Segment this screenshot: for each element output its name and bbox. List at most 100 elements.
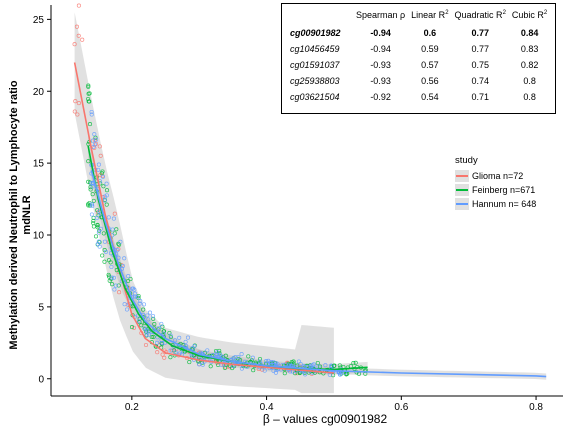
data-point xyxy=(257,356,263,362)
data-point xyxy=(112,211,117,216)
data-point xyxy=(117,290,122,295)
legend-swatch xyxy=(455,184,469,196)
data-point xyxy=(251,368,256,373)
y-axis-label: Methylation derived Neutrophil to Lympho… xyxy=(8,80,34,349)
stats-table: Spearman ρ Linear R2 Quadratic R2 Cubic … xyxy=(281,3,556,114)
data-point xyxy=(168,333,173,338)
fit-line xyxy=(90,170,547,378)
data-point xyxy=(124,307,130,312)
data-point xyxy=(151,330,156,335)
data-point xyxy=(104,181,109,186)
data-point xyxy=(132,294,137,299)
data-point xyxy=(112,287,117,292)
data-point xyxy=(89,212,94,217)
data-point xyxy=(87,99,92,104)
data-point xyxy=(160,340,165,346)
data-point xyxy=(122,302,127,307)
y-axis-label-line1: Methylation derived Neutrophil to Lympho… xyxy=(8,80,20,350)
data-point xyxy=(90,192,95,197)
data-point xyxy=(257,359,262,364)
data-point xyxy=(139,323,144,328)
stats-cell-cpg: cg01591037 xyxy=(290,60,340,70)
data-point xyxy=(173,350,178,355)
data-point xyxy=(161,329,166,334)
axes: 0.2 0.4 0.6 0.8 0 5 10 15 20 25 xyxy=(33,5,563,413)
data-point xyxy=(112,231,117,236)
data-point xyxy=(147,310,153,315)
data-point xyxy=(155,350,160,355)
x-tick-label: 0.4 xyxy=(260,402,274,413)
legend-swatch xyxy=(455,170,469,182)
stats-row: cg10456459 -0.94 0.59 0.77 0.83 xyxy=(287,41,550,57)
data-point xyxy=(150,313,156,319)
data-point xyxy=(146,332,151,337)
stats-cell-spearman: -0.93 xyxy=(370,76,391,86)
fit-line xyxy=(73,62,334,374)
fit-lines xyxy=(73,62,547,378)
data-point xyxy=(162,355,167,360)
data-point xyxy=(80,37,85,42)
data-point xyxy=(190,346,195,351)
stats-cell-quadratic: 0.77 xyxy=(471,44,489,54)
data-point xyxy=(149,334,154,340)
data-point xyxy=(141,307,146,312)
data-point xyxy=(104,193,109,198)
data-point xyxy=(187,360,192,365)
data-point xyxy=(137,320,142,325)
data-point xyxy=(296,359,301,364)
legend-item: Hannum n= 648 xyxy=(455,197,536,211)
data-point xyxy=(96,239,101,244)
x-tick-label: 0.2 xyxy=(125,402,139,413)
data-point xyxy=(183,339,188,344)
data-point xyxy=(168,355,173,360)
data-point xyxy=(100,169,105,174)
stats-cell-cubic: 0.8 xyxy=(523,76,536,86)
data-point xyxy=(76,3,81,8)
data-point xyxy=(96,230,101,235)
data-point xyxy=(160,352,165,357)
data-point xyxy=(102,194,107,199)
data-point xyxy=(86,159,91,164)
stats-cell-linear: 0.56 xyxy=(421,76,439,86)
data-point xyxy=(89,112,94,117)
data-point xyxy=(215,350,220,355)
data-point xyxy=(92,132,97,137)
data-point xyxy=(72,42,77,47)
data-point xyxy=(95,225,100,230)
data-point xyxy=(91,218,96,223)
data-point xyxy=(102,259,107,264)
data-point xyxy=(239,366,244,371)
data-point xyxy=(86,84,91,89)
data-point xyxy=(131,325,137,330)
data-point xyxy=(74,24,79,29)
legend: study Glioma n=72 Feinberg n=671 Hannum n=… xyxy=(455,155,536,211)
data-point xyxy=(205,348,210,353)
stats-cell-quadratic: 0.77 xyxy=(471,28,489,38)
data-point xyxy=(90,203,95,209)
stats-row: cg01591037 -0.93 0.57 0.75 0.82 xyxy=(287,57,550,73)
stats-cell-linear: 0.57 xyxy=(421,60,439,70)
data-point xyxy=(126,274,131,279)
data-point xyxy=(87,122,93,127)
data-point xyxy=(122,256,127,261)
data-point xyxy=(76,101,81,106)
legend-item: Glioma n=72 xyxy=(455,169,536,183)
data-point xyxy=(98,153,103,158)
data-point xyxy=(185,335,191,340)
data-point xyxy=(337,363,342,368)
data-point xyxy=(93,135,98,140)
data-point xyxy=(97,244,102,249)
stats-cell-spearman: -0.92 xyxy=(370,92,391,102)
stats-cell-spearman: -0.94 xyxy=(370,28,391,38)
data-point xyxy=(129,325,135,330)
data-point xyxy=(155,340,160,345)
data-point xyxy=(102,198,107,203)
data-point xyxy=(104,188,110,193)
data-point xyxy=(145,313,150,318)
data-point xyxy=(98,226,103,231)
data-point xyxy=(91,198,96,203)
data-point xyxy=(73,99,78,104)
data-point xyxy=(76,33,81,38)
data-point xyxy=(329,364,334,369)
